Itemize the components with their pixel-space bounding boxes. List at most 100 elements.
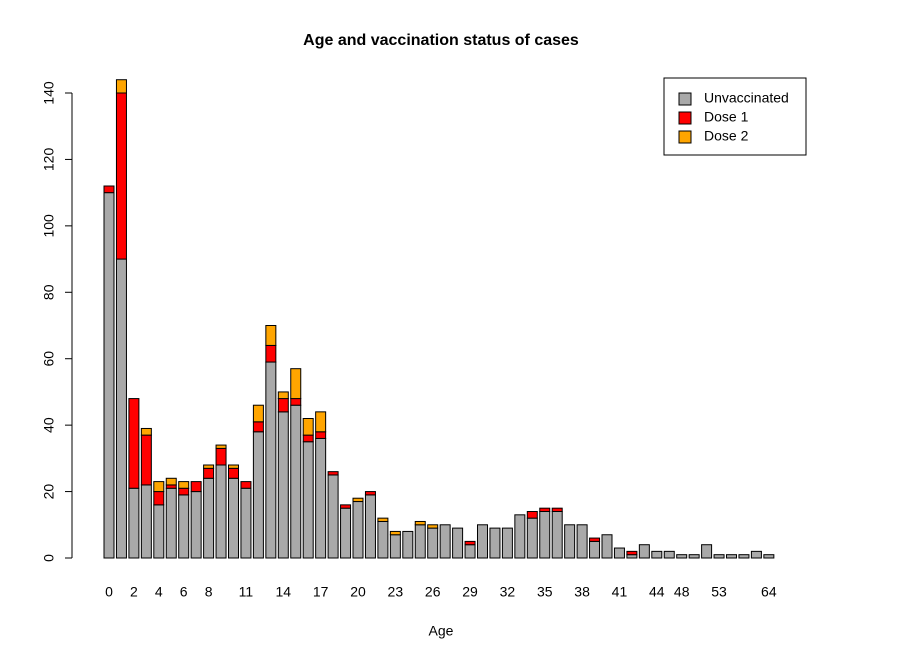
- bar-segment: [464, 540, 476, 546]
- bar-segment: [203, 477, 215, 559]
- bar-segment: [228, 464, 239, 469]
- bar-segment: [713, 554, 725, 559]
- legend-label: Dose 2: [704, 128, 749, 144]
- x-tick-label: 4: [155, 584, 163, 600]
- bar-segment: [477, 524, 488, 559]
- bar-segment: [153, 481, 165, 493]
- y-tick-label: 60: [41, 351, 57, 367]
- bar-segment: [140, 427, 152, 436]
- bar-segment: [576, 524, 588, 559]
- y-tick-label: 120: [41, 148, 57, 172]
- bar-segment: [489, 527, 501, 559]
- bar-segment: [153, 504, 165, 559]
- bar-segment: [315, 411, 327, 433]
- bar-segment: [539, 511, 551, 559]
- legend-swatch: [678, 111, 692, 125]
- bar-segment: [389, 534, 401, 559]
- bar-segment: [589, 537, 601, 542]
- x-tick-label: 2: [130, 584, 138, 600]
- bar-segment: [564, 524, 576, 559]
- bar-segment: [377, 517, 389, 522]
- bar-segment: [290, 404, 302, 559]
- y-tick-label: 20: [41, 484, 57, 500]
- bar-segment: [763, 554, 775, 559]
- bar-segment: [452, 527, 464, 559]
- bar-segment: [613, 547, 625, 559]
- x-tick-label: 38: [574, 584, 590, 600]
- y-tick-label: 40: [41, 417, 57, 433]
- bar-segment: [228, 467, 239, 479]
- legend-label: Unvaccinated: [704, 90, 789, 106]
- y-tick-label: 140: [41, 81, 57, 105]
- bar-segment: [551, 507, 563, 512]
- bar-segment: [128, 398, 140, 489]
- legend-swatch: [678, 92, 692, 106]
- bar-segment: [178, 481, 190, 489]
- bar-segment: [290, 398, 302, 406]
- bar-segment: [464, 544, 476, 559]
- x-tick-label: 26: [425, 584, 441, 600]
- x-tick-label: 0: [105, 584, 113, 600]
- bar-segment: [352, 497, 364, 503]
- bar-segment: [327, 474, 339, 559]
- bar-segment: [265, 344, 277, 363]
- bar-segment: [228, 477, 239, 559]
- bar-segment: [128, 487, 140, 559]
- bar-segment: [315, 437, 327, 559]
- bar-segment: [252, 404, 264, 423]
- bar-segment: [589, 540, 601, 559]
- x-tick-label: 14: [276, 584, 292, 600]
- bar-segment: [265, 361, 277, 559]
- bar-segment: [203, 464, 215, 469]
- bar-segment: [215, 444, 227, 449]
- x-tick-label: 23: [388, 584, 404, 600]
- bar-segment: [501, 527, 513, 559]
- bar-segment: [539, 507, 551, 512]
- bar-segment: [277, 398, 289, 413]
- legend-swatch: [678, 130, 692, 144]
- bar-segment: [688, 554, 700, 559]
- x-tick-label: 48: [674, 584, 690, 600]
- bar-segment: [290, 368, 302, 400]
- bar-segment: [414, 524, 426, 559]
- bar-segment: [252, 421, 264, 433]
- legend-label: Dose 1: [704, 109, 749, 125]
- bar-segment: [277, 391, 289, 400]
- bar-segment: [165, 487, 177, 559]
- x-tick-label: 17: [313, 584, 329, 600]
- bar-segment: [302, 441, 314, 559]
- bar-segment: [402, 530, 414, 559]
- y-tick-label: 0: [41, 554, 57, 562]
- x-tick-label: 41: [612, 584, 628, 600]
- x-tick-label: 20: [350, 584, 366, 600]
- bar-segment: [215, 464, 227, 559]
- bar-segment: [364, 491, 376, 496]
- bar-segment: [726, 554, 737, 559]
- x-tick-label: 35: [537, 584, 553, 600]
- x-tick-label: 64: [761, 584, 777, 600]
- bar-segment: [252, 431, 264, 559]
- bar-segment: [178, 487, 190, 496]
- bar-segment: [601, 534, 613, 559]
- bar-segment: [526, 517, 538, 559]
- bar-segment: [215, 447, 227, 466]
- bar-segment: [165, 477, 177, 486]
- bar-segment: [439, 524, 451, 559]
- bar-segment: [240, 481, 252, 489]
- bar-segment: [340, 507, 352, 559]
- bar-segment: [389, 530, 401, 536]
- bar-segment: [140, 434, 152, 486]
- x-tick-label: 44: [649, 584, 665, 600]
- bar-segment: [265, 325, 277, 346]
- bar-segment: [115, 258, 127, 559]
- y-tick-label: 80: [41, 284, 57, 300]
- chart-title: Age and vaccination status of cases: [303, 32, 579, 49]
- bar-segment: [153, 491, 165, 506]
- bar-segment: [701, 544, 713, 559]
- bar-segment: [427, 524, 439, 529]
- x-tick-label: 53: [711, 584, 727, 600]
- bar-segment: [377, 520, 389, 559]
- x-axis-label: Age: [429, 623, 454, 639]
- bar-segment: [427, 527, 439, 559]
